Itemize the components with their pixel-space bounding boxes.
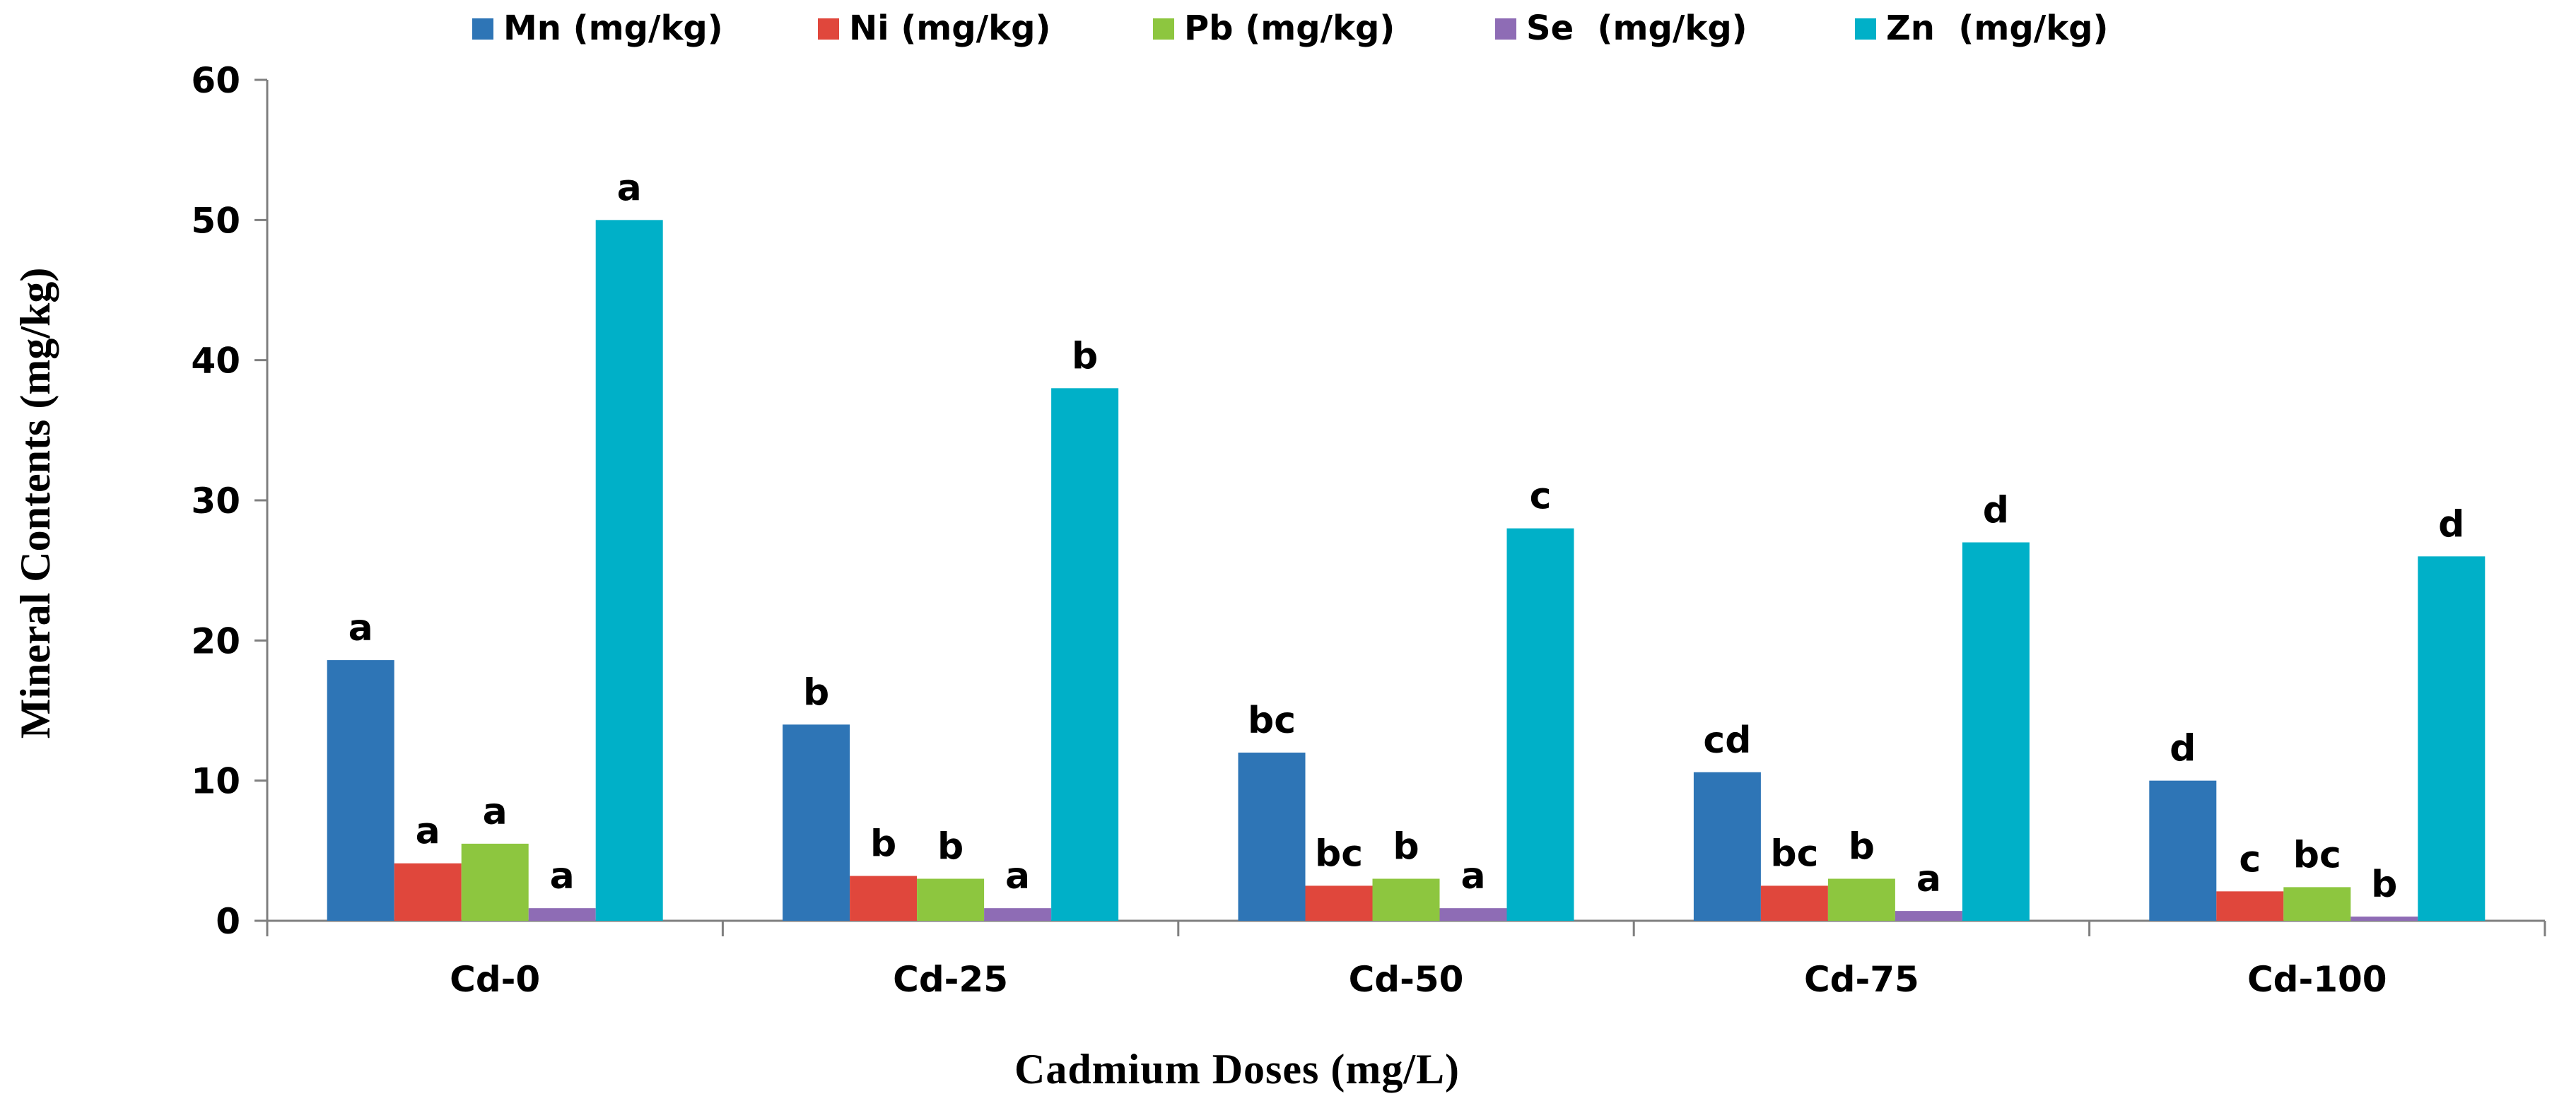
bar-significance-label: d <box>2438 503 2464 546</box>
bar <box>1305 885 1373 921</box>
legend-swatch <box>472 18 493 40</box>
bar <box>394 863 462 921</box>
bar-significance-label: b <box>2371 864 2397 906</box>
legend-swatch <box>818 18 839 40</box>
bar <box>984 908 1052 921</box>
y-tick-label: 20 <box>191 620 240 661</box>
x-tick-label: Cd-75 <box>1804 959 1919 1000</box>
y-axis-title: Mineral Contents (mg/kg) <box>12 268 59 739</box>
bar <box>1827 878 1895 921</box>
x-axis-title: Cadmium Doses (mg/L) <box>1014 1046 1460 1093</box>
legend-label: Se (mg/kg) <box>1526 8 1747 48</box>
x-tick-label: Cd-25 <box>893 959 1008 1000</box>
bar <box>327 660 394 921</box>
legend-swatch <box>1153 18 1174 40</box>
y-tick-label: 50 <box>191 200 240 241</box>
bar-significance-label: d <box>2170 728 2196 770</box>
bar-significance-label: a <box>1005 855 1030 897</box>
y-tick-label: 0 <box>216 901 240 942</box>
bar <box>1760 885 1828 921</box>
bar <box>2350 917 2418 921</box>
bar-significance-label: bc <box>1248 700 1296 742</box>
bar-significance-label: a <box>1916 858 1941 900</box>
bar <box>2418 556 2486 921</box>
y-tick-label: 40 <box>191 341 240 382</box>
bar-significance-label: a <box>349 607 373 649</box>
bar <box>2283 887 2351 921</box>
legend-label: Mn (mg/kg) <box>503 8 723 48</box>
y-axis: 0 10 20 30 40 50 60 <box>191 60 269 942</box>
bar <box>2216 891 2284 921</box>
x-tick-label: Cd-50 <box>1349 959 1464 1000</box>
bar <box>528 908 596 921</box>
bar <box>1051 388 1119 921</box>
legend-label: Pb (mg/kg) <box>1184 8 1395 48</box>
legend-label: Zn (mg/kg) <box>1886 8 2108 48</box>
bar-significance-label: c <box>2239 838 2261 881</box>
bar-significance-label: b <box>1849 826 1875 868</box>
bar-significance-label: b <box>870 823 896 866</box>
legend-swatch <box>1495 18 1516 40</box>
y-tick-label: 60 <box>191 60 240 101</box>
bar <box>595 220 663 921</box>
bar <box>917 878 985 921</box>
bar-significance-label: b <box>803 671 829 714</box>
bar-significance-label: b <box>1393 826 1419 868</box>
bar-significance-label: bc <box>1770 832 1818 875</box>
x-axis: Cd-0 Cd-25 Cd-50 Cd-75 Cd-100 <box>266 919 2546 1000</box>
bar <box>1693 772 1761 921</box>
legend-swatch <box>1855 18 1876 40</box>
bar-significance-label: bc <box>2293 834 2341 876</box>
bar-significance-label: b <box>937 826 964 868</box>
bar <box>2149 780 2217 921</box>
bar-significance-label: a <box>617 167 642 209</box>
bar <box>1962 542 2030 921</box>
bar-significance-label: d <box>1983 490 2009 532</box>
bar <box>1439 908 1507 921</box>
bar <box>783 724 850 921</box>
x-tick-label: Cd-0 <box>450 959 540 1000</box>
legend-label: Ni (mg/kg) <box>849 8 1050 48</box>
bar-significance-label: cd <box>1703 719 1751 762</box>
x-tick-label: Cd-100 <box>2247 959 2387 1000</box>
bars <box>327 220 2486 921</box>
bar-significance-label: a <box>1460 855 1485 897</box>
y-tick-label: 30 <box>191 481 240 522</box>
bar-significance-label: a <box>416 811 440 853</box>
bar <box>1895 911 1962 921</box>
legend: Mn (mg/kg) Ni (mg/kg) Pb (mg/kg) Se (mg/kg)… <box>472 8 2108 48</box>
bar-significance-label: a <box>483 791 508 833</box>
bar-significance-label: bc <box>1315 832 1363 875</box>
bar <box>461 843 529 921</box>
bar-significance-label: b <box>1072 335 1098 377</box>
bar <box>1506 528 1574 921</box>
bar <box>1238 753 1306 921</box>
bar <box>850 876 918 921</box>
bar <box>1372 878 1440 921</box>
y-tick-label: 10 <box>191 761 240 802</box>
bar-significance-label: a <box>550 855 575 897</box>
bar-significance-label: c <box>1530 476 1552 518</box>
